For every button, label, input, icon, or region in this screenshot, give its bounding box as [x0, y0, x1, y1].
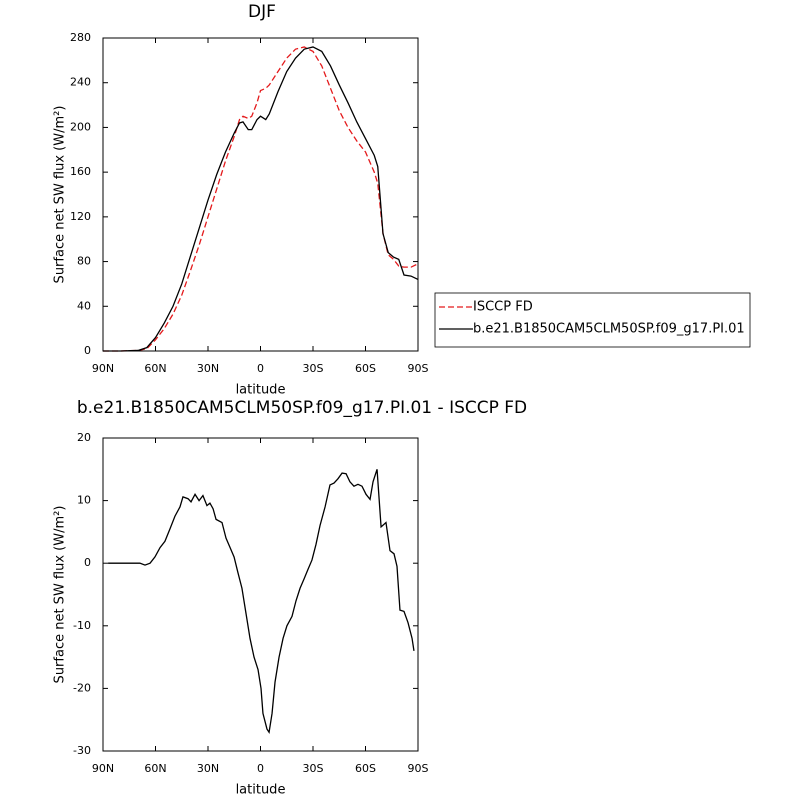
- y-tick-label: 120: [70, 210, 91, 223]
- x-tick-label: 90N: [92, 762, 114, 775]
- chart-title: DJF: [248, 2, 276, 22]
- x-tick-label: 60N: [144, 762, 166, 775]
- x-tick-label: 60N: [144, 362, 166, 375]
- y-tick-label: -20: [73, 681, 91, 694]
- y-tick-label: 10: [77, 494, 91, 507]
- x-tick-label: 90S: [408, 362, 429, 375]
- x-axis-label: latitude: [236, 383, 286, 398]
- x-tick-label: 90N: [92, 362, 114, 375]
- y-tick-label: 20: [77, 431, 91, 444]
- y-tick-label: 280: [70, 31, 91, 44]
- x-tick-label: 30S: [303, 762, 324, 775]
- legend-label: b.e21.B1850CAM5CLM50SP.f09_g17.PI.01: [473, 322, 745, 337]
- y-tick-label: 40: [77, 299, 91, 312]
- series-line: [108, 469, 415, 734]
- chart-title: b.e21.B1850CAM5CLM50SP.f09_g17.PI.01 - I…: [77, 398, 527, 418]
- series-line: [103, 46, 419, 352]
- x-axis-label: latitude: [236, 783, 286, 798]
- legend-box: [434, 292, 751, 348]
- y-axis-label: Surface net SW flux (W/m²): [53, 506, 68, 684]
- series-line: [103, 46, 419, 352]
- x-tick-label: 60S: [355, 762, 376, 775]
- plot-frame: [102, 437, 419, 752]
- x-tick-label: 30N: [197, 362, 219, 375]
- legend: ISCCP FD b.e21.B1850CAM5CLM50SP.f09_g17.P…: [434, 292, 751, 348]
- y-tick-label: 240: [70, 76, 91, 89]
- y-tick-label: -30: [73, 744, 91, 757]
- legend-label: ISCCP FD: [473, 300, 533, 315]
- x-tick-label: 0: [257, 762, 264, 775]
- x-tick-label: 0: [257, 362, 264, 375]
- y-tick-label: 200: [70, 120, 91, 133]
- y-tick-label: 80: [77, 255, 91, 268]
- y-tick-label: -10: [73, 619, 91, 632]
- plot-frame: [102, 37, 419, 352]
- y-axis-label: Surface net SW flux (W/m²): [53, 106, 68, 284]
- x-tick-label: 90S: [408, 762, 429, 775]
- x-tick-label: 60S: [355, 362, 376, 375]
- y-tick-label: 0: [84, 556, 91, 569]
- x-tick-label: 30N: [197, 762, 219, 775]
- x-tick-label: 30S: [303, 362, 324, 375]
- y-tick-label: 160: [70, 165, 91, 178]
- y-tick-label: 0: [84, 344, 91, 357]
